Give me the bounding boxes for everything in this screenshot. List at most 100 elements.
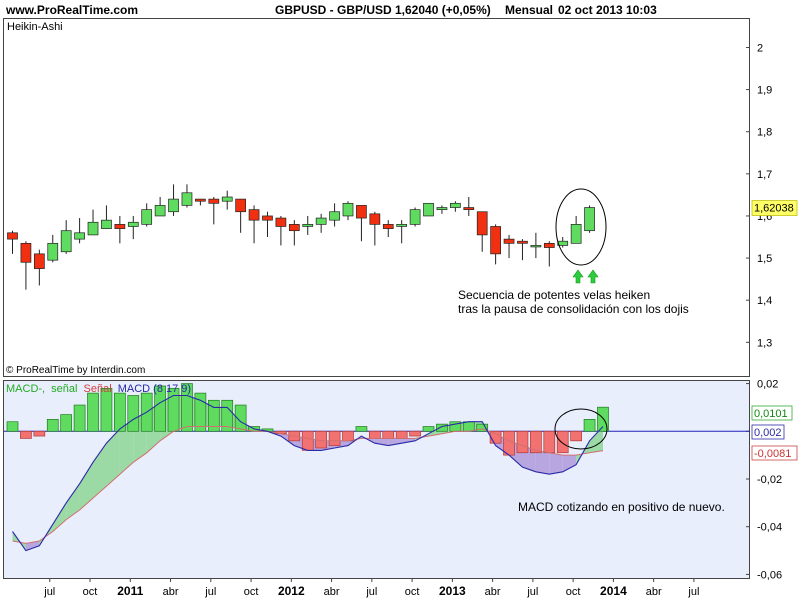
price-annotation-line-1: Secuencia de potentes velas heiken [458,288,650,302]
candle [101,205,112,229]
x-axis: jul oct 2011 abr jul oct 2012 abr jul oct 2013 abr j… [43,578,699,598]
candle [141,203,153,227]
macd-fill-segment [388,438,402,446]
candle-body [503,238,515,244]
candle-body [570,224,582,244]
x-tick-label: oct [405,586,420,598]
x-tick-label: 2012 [278,584,305,598]
macd-fill-segment [52,502,67,532]
macd-hist-bar [556,430,569,454]
candle [195,198,206,206]
site-url[interactable]: www.ProRealTime.com [5,3,138,17]
macd-hist-bar [154,385,166,432]
candle [302,215,314,235]
candle-body [114,224,126,229]
macd-value-labels: 0,0101 0,002 -0,0081 [751,405,798,461]
candle [570,215,582,244]
candle [369,211,381,246]
signal-line-label: -0,0081 [754,448,791,460]
candle [315,213,327,233]
current-price-value: 1,62038 [754,203,794,215]
macd-hist-bar [114,392,126,432]
x-tick-label: oct [566,586,581,598]
x-tick-label: abr [324,586,340,598]
legend-senal-series: Señal [84,383,112,395]
macd-panel[interactable]: 0,020-0,02-0,04-0,06 MACD-, señal Señal … [3,379,783,582]
candle-body [423,202,434,217]
macd-hist-bar [234,404,247,432]
macd-hist-label-bg [751,405,793,421]
x-tick-label: jul [687,586,699,598]
candles-group [7,184,595,290]
signal-line [12,426,604,544]
macd-hist-bar [87,392,99,432]
macd-hist-bar [328,430,341,446]
price-tick-label: 1,8 [757,127,772,139]
candle-body [288,224,300,232]
macd-hist-bar [543,430,556,454]
candle-body [302,224,314,227]
candle-body [141,209,153,225]
candle [382,220,394,238]
macd-hist-bar [20,430,32,439]
candle [33,249,45,286]
price-panel[interactable]: Heikin-Ashi 1,31,41,51,61,71,81,92 Secue… [3,18,773,377]
candle-body [530,245,542,248]
candle-body [396,224,408,227]
candle-body [342,202,354,217]
candle-body [195,198,206,202]
candle-body [74,232,85,240]
candle-body [584,207,595,232]
macd-lines [12,394,604,552]
candle-body [356,205,367,219]
macd-hist-bar [355,426,368,432]
candle [74,218,85,244]
candle-body [262,215,273,221]
candle-body [369,213,381,225]
timestamp: 02 oct 2013 10:03 [558,3,657,17]
candle [356,205,367,242]
macd-hist-bar [207,399,220,432]
macd-hist-bar [583,419,596,432]
macd-fill-segment [401,438,416,444]
candle [517,239,528,261]
macd-hist-bar [476,423,489,432]
macd-hist-bar [570,430,582,442]
macd-fill-segment [589,426,603,453]
candle [584,205,595,233]
macd-line-label: 0,002 [754,427,782,439]
candle-body [450,202,461,208]
candle [208,197,220,225]
macd-hist-bar [100,387,113,432]
macd-tick-label: -0,06 [757,569,782,581]
candle-body [382,224,394,229]
macd-fill-segment [106,428,120,487]
current-price-label: 1,62038 [751,200,798,216]
candle [235,198,246,233]
candle-body [101,219,112,229]
x-tick-label: abr [646,586,662,598]
candle-body [235,198,246,213]
candle [20,241,32,290]
macd-hist-bar [33,430,46,437]
candle [436,205,448,214]
x-tick-label: oct [83,586,98,598]
macd-hist-bar [530,430,542,454]
macd-hist-bar [342,430,354,442]
candle-body [7,232,18,240]
macd-hist-bar [462,421,475,432]
macd-hist-bar [60,414,73,432]
macd-hist-bar [422,426,435,432]
macd-hist-bar [516,430,529,454]
macd-hist-bar [436,423,448,432]
candle [60,220,72,254]
candle [114,215,126,244]
candle-body [127,221,139,227]
x-tick-label: jul [204,586,216,598]
macd-line [12,394,604,552]
macd-fill-segment [25,541,40,551]
price-annotation-line-2: tras la pausa de consolidación con los d… [458,302,689,316]
macd-histogram [6,383,609,456]
macd-hist-bar [409,430,421,437]
candle-body [476,211,488,236]
